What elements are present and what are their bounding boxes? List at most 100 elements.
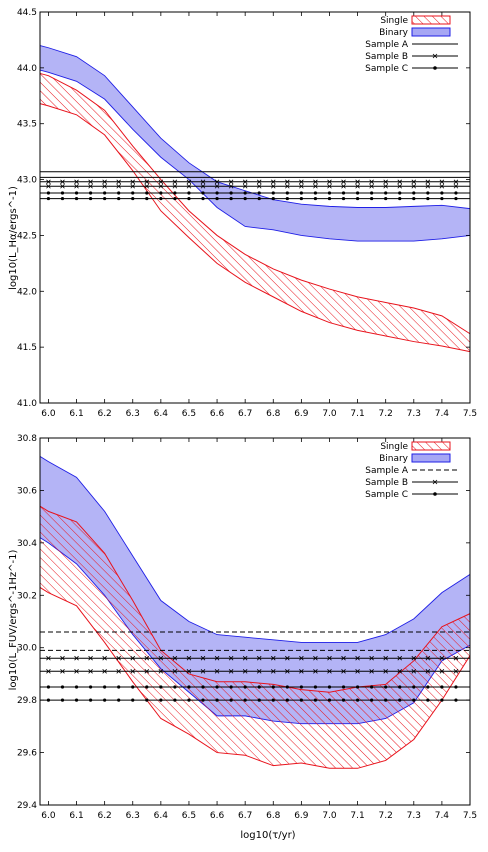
dot-marker — [131, 196, 135, 201]
dot-marker — [299, 685, 303, 689]
legend-label: Sample B — [365, 52, 408, 62]
dot-marker — [426, 191, 430, 195]
cross-marker — [214, 183, 220, 189]
dot-marker — [454, 685, 458, 689]
dot-marker — [229, 698, 233, 702]
x-tick-label: 7.2 — [379, 409, 393, 419]
dot-marker — [103, 685, 107, 689]
cross-marker — [172, 183, 178, 189]
dot-marker — [215, 685, 219, 689]
dot-marker — [355, 191, 360, 195]
dot-marker — [327, 698, 332, 702]
x-tick-label: 6.7 — [238, 811, 252, 821]
cross-marker — [453, 669, 459, 674]
y-tick-label: 42.0 — [17, 287, 37, 297]
cross-marker — [116, 179, 121, 185]
dot-marker — [412, 196, 416, 201]
dot-marker — [159, 196, 163, 201]
legend-label: Single — [380, 16, 408, 26]
dot-marker — [229, 196, 233, 201]
x-tick-label: 7.4 — [435, 811, 450, 821]
dot-marker — [117, 191, 121, 195]
dot-marker — [215, 196, 219, 201]
cross-marker — [327, 669, 332, 674]
dot-marker — [327, 191, 332, 195]
cross-marker — [327, 179, 332, 185]
y-tick-label: 41.0 — [17, 399, 37, 409]
x-tick-label: 7.4 — [435, 409, 450, 419]
x-tick-label: 6.4 — [154, 811, 169, 821]
x-tick-label: 6.6 — [210, 409, 225, 419]
band-single-lower-edge — [39, 586, 471, 769]
cross-marker — [186, 655, 192, 661]
x-tick-label: 7.0 — [322, 409, 337, 419]
cross-marker — [60, 183, 65, 189]
dot-marker — [285, 196, 289, 201]
cross-marker — [186, 669, 192, 674]
dot-marker — [173, 685, 177, 689]
cross-marker — [172, 655, 178, 661]
dot-marker — [131, 685, 135, 689]
dot-marker — [215, 698, 219, 702]
cross-marker — [60, 655, 65, 661]
cross-marker — [200, 669, 206, 674]
x-tick-label: 6.4 — [154, 409, 169, 419]
cross-marker — [214, 669, 220, 674]
cross-marker — [313, 183, 318, 189]
cross-marker — [453, 179, 459, 185]
x-tick-label: 7.0 — [322, 811, 337, 821]
x-tick-label: 6.9 — [294, 811, 309, 821]
cross-marker — [355, 669, 360, 674]
dot-marker — [355, 196, 360, 201]
cross-marker — [313, 655, 318, 661]
x-tick-label: 6.2 — [97, 409, 111, 419]
cross-marker — [383, 669, 388, 674]
cross-marker — [200, 179, 206, 185]
x-tick-label: 6.1 — [69, 409, 83, 419]
dot-marker — [257, 685, 261, 689]
cross-marker — [242, 179, 248, 185]
legend-dot-marker — [433, 66, 437, 70]
dot-marker — [341, 685, 346, 689]
dot-marker — [243, 685, 247, 689]
cross-marker — [200, 655, 206, 661]
cross-marker — [46, 655, 51, 661]
cross-marker — [158, 179, 164, 185]
x-tick-label: 7.3 — [407, 409, 421, 419]
dot-marker — [88, 685, 93, 689]
dot-marker — [187, 698, 191, 702]
dot-marker — [145, 685, 149, 689]
cross-marker — [46, 179, 51, 185]
dot-marker — [327, 685, 332, 689]
cross-marker — [425, 669, 431, 674]
cross-marker — [439, 655, 445, 661]
legend-label: Sample A — [365, 466, 409, 476]
dot-marker — [201, 191, 205, 195]
dot-marker — [426, 698, 430, 702]
dot-marker — [313, 685, 318, 689]
cross-marker — [270, 655, 276, 661]
cross-marker — [88, 655, 93, 661]
cross-marker — [341, 669, 346, 674]
cross-marker — [299, 669, 304, 674]
cross-marker — [88, 669, 93, 674]
cross-marker — [383, 183, 388, 189]
cross-marker — [256, 669, 262, 674]
dot-marker — [229, 191, 233, 195]
cross-marker — [46, 183, 51, 189]
chart-bottom: 6.0 6.1 6.2 6.3 6.4 6.5 6.6 6.7 6.8 6.9 7.0 7.1 7.2 7… — [8, 434, 477, 841]
dot-marker — [412, 191, 416, 195]
dot-marker — [46, 698, 51, 702]
dot-marker — [60, 685, 65, 689]
dot-marker — [412, 698, 416, 702]
y-axis-label-bottom: log10(L_FUV/ergs^-1Hz^-1) — [8, 550, 19, 691]
dot-marker — [341, 698, 346, 702]
legend-label: Single — [380, 442, 408, 452]
legend-dot-marker — [433, 492, 437, 496]
dot-marker — [145, 196, 149, 201]
band-binary-lower-edge — [39, 69, 471, 242]
cross-marker — [369, 183, 374, 189]
cross-marker — [425, 655, 431, 661]
cross-marker — [186, 183, 192, 189]
cross-marker — [411, 669, 417, 674]
